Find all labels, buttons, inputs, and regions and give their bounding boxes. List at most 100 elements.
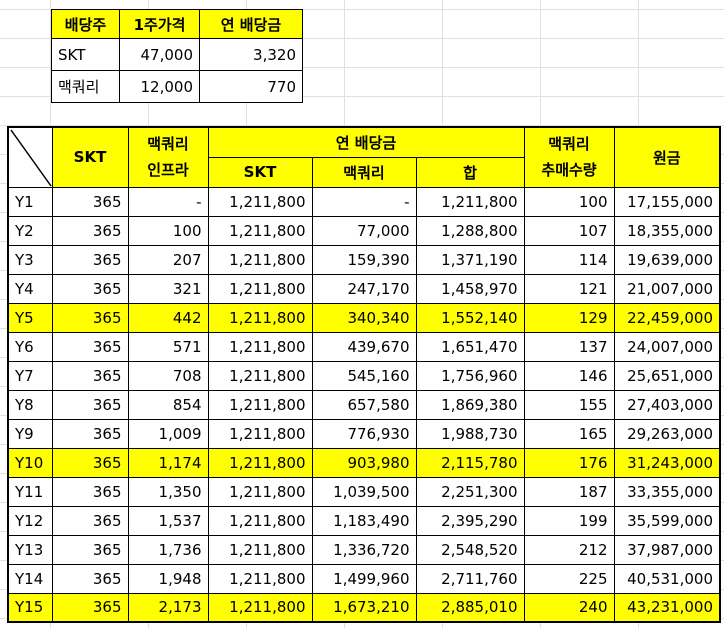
cell-principal[interactable]: 18,355,000 <box>613 215 721 246</box>
cell-stock-price[interactable]: 47,000 <box>119 38 200 71</box>
header-dividend-mac[interactable]: 맥쿼리 <box>311 156 417 188</box>
header-annual-dividend[interactable]: 연 배당금 <box>207 126 525 158</box>
header-cell-stock[interactable]: 배당주 <box>51 9 120 39</box>
cell-year[interactable]: Y4 <box>7 273 53 304</box>
cell-additional-buy[interactable]: 100 <box>523 186 615 217</box>
cell-dividend-skt[interactable]: 1,211,800 <box>207 273 313 304</box>
cell-principal[interactable]: 17,155,000 <box>613 186 721 217</box>
cell-dividend-sum[interactable]: 1,211,800 <box>415 186 525 217</box>
cell-mac-shares[interactable]: 708 <box>127 360 209 391</box>
cell-year[interactable]: Y10 <box>7 447 53 478</box>
cell-year[interactable]: Y8 <box>7 389 53 420</box>
cell-mac-shares[interactable]: 321 <box>127 273 209 304</box>
cell-skt-shares[interactable]: 365 <box>51 244 129 275</box>
cell-dividend-sum[interactable]: 1,869,380 <box>415 389 525 420</box>
cell-principal[interactable]: 33,355,000 <box>613 476 721 507</box>
cell-principal[interactable]: 24,007,000 <box>613 331 721 362</box>
cell-dividend-sum[interactable]: 1,988,730 <box>415 418 525 449</box>
cell-dividend-mac[interactable]: - <box>311 186 417 217</box>
cell-additional-buy[interactable]: 121 <box>523 273 615 304</box>
cell-principal[interactable]: 31,243,000 <box>613 447 721 478</box>
cell-principal[interactable]: 25,651,000 <box>613 360 721 391</box>
cell-year[interactable]: Y2 <box>7 215 53 246</box>
header-cell-price[interactable]: 1주가격 <box>119 9 200 39</box>
cell-dividend-mac[interactable]: 1,336,720 <box>311 534 417 565</box>
cell-principal[interactable]: 35,599,000 <box>613 505 721 536</box>
cell-dividend-skt[interactable]: 1,211,800 <box>207 331 313 362</box>
cell-skt-shares[interactable]: 365 <box>51 476 129 507</box>
cell-dividend-mac[interactable]: 545,160 <box>311 360 417 391</box>
cell-mac-shares[interactable]: 1,174 <box>127 447 209 478</box>
cell-dividend-skt[interactable]: 1,211,800 <box>207 389 313 420</box>
cell-additional-buy[interactable]: 176 <box>523 447 615 478</box>
diagonal-header-cell[interactable] <box>7 126 53 188</box>
cell-additional-buy[interactable]: 187 <box>523 476 615 507</box>
cell-principal[interactable]: 37,987,000 <box>613 534 721 565</box>
cell-stock-dividend[interactable]: 770 <box>199 70 303 103</box>
cell-skt-shares[interactable]: 365 <box>51 273 129 304</box>
header-dividend-skt[interactable]: SKT <box>207 156 313 188</box>
cell-stock-dividend[interactable]: 3,320 <box>199 38 303 71</box>
header-dividend-sum[interactable]: 합 <box>415 156 525 188</box>
cell-dividend-skt[interactable]: 1,211,800 <box>207 418 313 449</box>
cell-skt-shares[interactable]: 365 <box>51 563 129 594</box>
header-principal[interactable]: 원금 <box>613 126 721 188</box>
cell-dividend-sum[interactable]: 1,552,140 <box>415 302 525 333</box>
cell-skt-shares[interactable]: 365 <box>51 418 129 449</box>
cell-skt-shares[interactable]: 365 <box>51 505 129 536</box>
cell-dividend-mac[interactable]: 657,580 <box>311 389 417 420</box>
cell-dividend-sum[interactable]: 1,651,470 <box>415 331 525 362</box>
cell-dividend-skt[interactable]: 1,211,800 <box>207 476 313 507</box>
header-mac-additional-buy[interactable]: 맥쿼리 추매수량 <box>523 126 615 188</box>
cell-mac-shares[interactable]: 1,009 <box>127 418 209 449</box>
cell-dividend-mac[interactable]: 903,980 <box>311 447 417 478</box>
cell-dividend-skt[interactable]: 1,211,800 <box>207 563 313 594</box>
cell-dividend-sum[interactable]: 1,756,960 <box>415 360 525 391</box>
cell-dividend-sum[interactable]: 2,395,290 <box>415 505 525 536</box>
cell-additional-buy[interactable]: 225 <box>523 563 615 594</box>
cell-year[interactable]: Y13 <box>7 534 53 565</box>
cell-dividend-mac[interactable]: 439,670 <box>311 331 417 362</box>
cell-dividend-skt[interactable]: 1,211,800 <box>207 302 313 333</box>
cell-mac-shares[interactable]: 571 <box>127 331 209 362</box>
cell-dividend-mac[interactable]: 77,000 <box>311 215 417 246</box>
cell-dividend-sum[interactable]: 2,115,780 <box>415 447 525 478</box>
cell-skt-shares[interactable]: 365 <box>51 186 129 217</box>
cell-dividend-mac[interactable]: 340,340 <box>311 302 417 333</box>
header-mac-infra-shares[interactable]: 맥쿼리 인프라 <box>127 126 209 188</box>
cell-principal[interactable]: 29,263,000 <box>613 418 721 449</box>
cell-stock-name[interactable]: 맥쿼리 <box>51 70 120 103</box>
cell-year[interactable]: Y11 <box>7 476 53 507</box>
cell-dividend-sum[interactable]: 1,371,190 <box>415 244 525 275</box>
cell-dividend-skt[interactable]: 1,211,800 <box>207 505 313 536</box>
cell-skt-shares[interactable]: 365 <box>51 592 129 623</box>
cell-dividend-mac[interactable]: 159,390 <box>311 244 417 275</box>
cell-skt-shares[interactable]: 365 <box>51 360 129 391</box>
cell-mac-shares[interactable]: 100 <box>127 215 209 246</box>
cell-skt-shares[interactable]: 365 <box>51 447 129 478</box>
cell-mac-shares[interactable]: 1,736 <box>127 534 209 565</box>
cell-dividend-mac[interactable]: 1,039,500 <box>311 476 417 507</box>
cell-principal[interactable]: 21,007,000 <box>613 273 721 304</box>
cell-dividend-skt[interactable]: 1,211,800 <box>207 215 313 246</box>
cell-year[interactable]: Y3 <box>7 244 53 275</box>
cell-dividend-mac[interactable]: 776,930 <box>311 418 417 449</box>
cell-dividend-sum[interactable]: 2,711,760 <box>415 563 525 594</box>
cell-stock-name[interactable]: SKT <box>51 38 120 71</box>
cell-dividend-skt[interactable]: 1,211,800 <box>207 360 313 391</box>
cell-dividend-mac[interactable]: 1,673,210 <box>311 592 417 623</box>
cell-dividend-mac[interactable]: 1,499,960 <box>311 563 417 594</box>
cell-principal[interactable]: 40,531,000 <box>613 563 721 594</box>
cell-additional-buy[interactable]: 212 <box>523 534 615 565</box>
cell-dividend-sum[interactable]: 2,251,300 <box>415 476 525 507</box>
cell-skt-shares[interactable]: 365 <box>51 215 129 246</box>
cell-skt-shares[interactable]: 365 <box>51 534 129 565</box>
cell-year[interactable]: Y12 <box>7 505 53 536</box>
cell-mac-shares[interactable]: - <box>127 186 209 217</box>
cell-principal[interactable]: 22,459,000 <box>613 302 721 333</box>
cell-mac-shares[interactable]: 1,537 <box>127 505 209 536</box>
cell-mac-shares[interactable]: 207 <box>127 244 209 275</box>
cell-dividend-mac[interactable]: 1,183,490 <box>311 505 417 536</box>
cell-mac-shares[interactable]: 1,948 <box>127 563 209 594</box>
cell-dividend-mac[interactable]: 247,170 <box>311 273 417 304</box>
